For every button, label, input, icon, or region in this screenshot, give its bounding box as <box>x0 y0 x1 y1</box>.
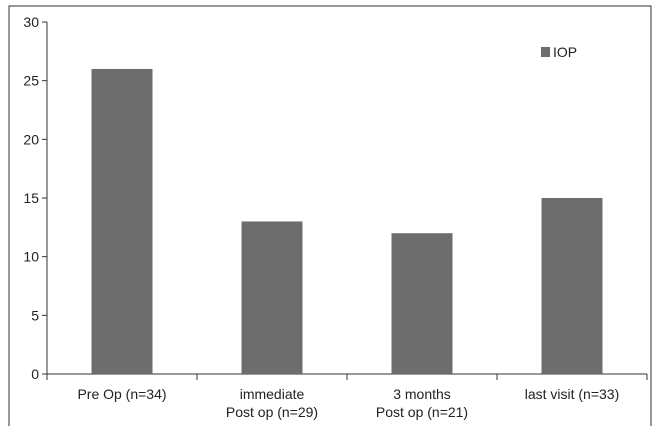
x-category-label-line: 3 months <box>393 386 451 402</box>
y-tick-label: 10 <box>23 249 39 265</box>
x-category-label-line: immediate <box>240 386 305 402</box>
y-tick-label: 5 <box>31 307 39 323</box>
chart-frame <box>8 5 652 426</box>
x-category-label-line: Post op (n=29) <box>226 404 318 420</box>
bar <box>541 198 603 374</box>
x-category-label: last visit (n=33) <box>525 386 620 402</box>
y-tick-label: 25 <box>23 73 39 89</box>
x-category-label: immediate Post op (n=29) <box>226 386 318 420</box>
x-category-label-line: Post op (n=21) <box>376 404 468 420</box>
y-tick-label: 20 <box>23 131 39 147</box>
bar <box>391 233 453 374</box>
x-category-label: Pre Op (n=34) <box>77 386 166 402</box>
x-category-label-line: last visit (n=33) <box>525 386 620 402</box>
legend-swatch <box>541 47 550 57</box>
y-tick-label: 30 <box>23 14 39 30</box>
y-tick-label: 0 <box>31 366 39 382</box>
bar <box>241 221 303 374</box>
x-category-label-line: Pre Op (n=34) <box>77 386 166 402</box>
bar <box>91 68 153 374</box>
x-category-label: 3 months Post op (n=21) <box>376 386 468 420</box>
legend-label: IOP <box>553 44 577 60</box>
y-tick-label: 15 <box>23 190 39 206</box>
